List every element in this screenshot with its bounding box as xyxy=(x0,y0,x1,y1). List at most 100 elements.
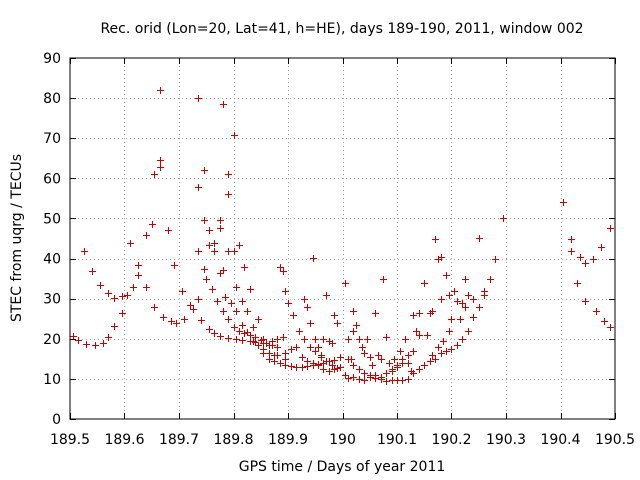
data-point xyxy=(233,284,240,291)
data-point xyxy=(293,344,300,351)
data-point xyxy=(413,328,420,335)
data-point xyxy=(320,336,327,343)
data-point xyxy=(361,370,368,377)
data-point xyxy=(375,352,382,359)
data-point xyxy=(201,217,208,224)
data-point xyxy=(209,286,216,293)
data-point xyxy=(233,336,240,343)
chart-title: Rec. orid (Lon=20, Lat=41, h=HE), days 1… xyxy=(100,21,583,37)
data-point xyxy=(304,358,311,365)
data-point xyxy=(119,310,126,317)
data-point xyxy=(250,324,257,331)
data-point xyxy=(151,304,158,311)
data-point xyxy=(402,336,409,343)
data-point xyxy=(568,248,575,255)
data-point xyxy=(171,262,178,269)
data-point xyxy=(285,300,292,307)
data-point xyxy=(429,352,436,359)
x-tick-label: 189.5 xyxy=(50,432,90,448)
data-point xyxy=(590,256,597,263)
data-point xyxy=(75,337,82,344)
y-tick-label: 60 xyxy=(43,171,61,187)
plot-frame xyxy=(69,57,616,420)
data-point xyxy=(231,324,238,331)
data-point xyxy=(233,308,240,315)
data-point xyxy=(353,322,360,329)
data-point xyxy=(397,348,404,355)
data-point xyxy=(372,372,379,379)
data-point xyxy=(326,368,333,375)
data-point xyxy=(593,308,600,315)
data-point xyxy=(157,164,164,171)
x-tick-label: 189.8 xyxy=(213,432,253,448)
data-point xyxy=(500,215,507,222)
data-point xyxy=(217,270,224,277)
data-point xyxy=(429,308,436,315)
data-point xyxy=(236,242,243,249)
data-point xyxy=(190,306,197,313)
data-point xyxy=(304,304,311,311)
data-point xyxy=(211,330,218,337)
data-point xyxy=(299,364,306,371)
data-point xyxy=(424,332,431,339)
data-point xyxy=(195,184,202,191)
data-point xyxy=(350,362,357,369)
data-point xyxy=(290,312,297,319)
data-point xyxy=(157,87,164,94)
data-point xyxy=(280,334,287,341)
data-point xyxy=(459,336,466,343)
data-point xyxy=(280,268,287,275)
data-point xyxy=(282,362,289,369)
y-tick-label: 30 xyxy=(43,292,61,308)
data-point xyxy=(228,300,235,307)
data-point xyxy=(432,356,439,363)
data-point xyxy=(274,344,281,351)
y-tick-label: 70 xyxy=(43,131,61,147)
data-point xyxy=(274,336,281,343)
data-point xyxy=(607,225,614,232)
data-point xyxy=(70,333,77,340)
data-point xyxy=(438,350,445,357)
data-point xyxy=(577,254,584,261)
data-point xyxy=(329,362,336,369)
data-point xyxy=(195,95,202,102)
data-point xyxy=(211,240,218,247)
data-point xyxy=(372,310,379,317)
data-point xyxy=(320,366,327,373)
data-point xyxy=(241,264,248,271)
data-point xyxy=(356,376,363,383)
data-point xyxy=(386,360,393,367)
data-point xyxy=(364,336,371,343)
data-point xyxy=(135,272,142,279)
data-point xyxy=(206,227,213,234)
data-point xyxy=(383,378,390,385)
data-point xyxy=(217,225,224,232)
data-point xyxy=(255,316,262,323)
data-point xyxy=(288,346,295,353)
data-point xyxy=(149,221,156,228)
data-point xyxy=(239,322,246,329)
data-point xyxy=(405,352,412,359)
data-point xyxy=(345,356,352,363)
data-point xyxy=(296,328,303,335)
data-point xyxy=(440,338,447,345)
data-point xyxy=(89,268,96,275)
y-tick-labels: 0 10 20 30 40 50 60 70 80 90 xyxy=(43,51,61,428)
data-point xyxy=(369,362,376,369)
data-point xyxy=(454,298,461,305)
axis-ticks xyxy=(70,58,616,420)
data-point xyxy=(168,318,175,325)
data-point xyxy=(476,235,483,242)
data-point xyxy=(356,366,363,373)
data-point xyxy=(367,354,374,361)
data-point xyxy=(410,370,417,377)
x-tick-label: 190.5 xyxy=(595,432,635,448)
data-point xyxy=(454,342,461,349)
data-point xyxy=(416,366,423,373)
data-point xyxy=(432,236,439,243)
data-point xyxy=(236,328,243,335)
data-point xyxy=(206,242,213,249)
data-point xyxy=(607,324,614,331)
